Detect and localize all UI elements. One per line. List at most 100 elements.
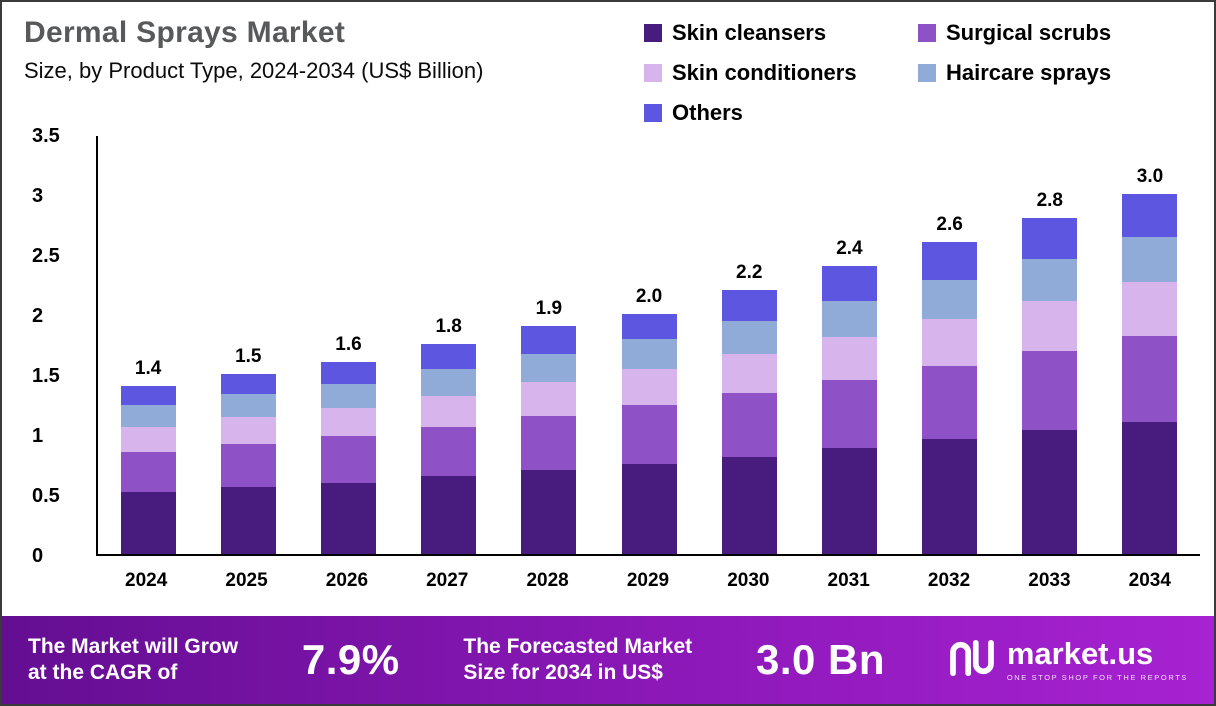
bar-segment-haircare-sprays (120, 405, 176, 427)
bar-segment-haircare-sprays (621, 339, 677, 370)
legend-swatch-icon (918, 64, 936, 82)
bar-group-2024: 1.4 (98, 136, 198, 554)
bar-segment-haircare-sprays (922, 280, 978, 319)
legend-item-others: Others (644, 100, 918, 126)
bar-segment-surgical-scrubs (120, 452, 176, 492)
bar-segment-others (120, 386, 176, 406)
bar-segment-surgical-scrubs (1122, 335, 1178, 422)
x-axis: 2024 2025 2026 2027 2028 2029 2030 2031 2032 2033… (96, 556, 1200, 592)
page-subtitle: Size, by Product Type, 2024-2034 (US$ Bi… (24, 58, 484, 83)
bar-segment-haircare-sprays (1122, 237, 1178, 282)
bar-segment-surgical-scrubs (1022, 351, 1078, 431)
bar-stack (721, 290, 777, 554)
legend-label: Haircare sprays (946, 60, 1112, 85)
bar-stack (220, 374, 276, 554)
bar-segment-skin-cleansers (721, 456, 777, 554)
footer-banner: The Market will Grow at the CAGR of 7.9%… (2, 616, 1214, 704)
bar-segment-skin-conditioners (421, 395, 477, 427)
bar-stack (320, 362, 376, 554)
bar-segment-skin-conditioners (1122, 281, 1178, 336)
bar-segment-surgical-scrubs (821, 380, 877, 449)
bar-segment-skin-conditioners (220, 417, 276, 444)
y-axis: 0 0.5 1 1.5 2 2.5 3 3.5 (32, 125, 88, 567)
bar-segment-surgical-scrubs (421, 426, 477, 476)
x-axis-label: 2031 (827, 570, 870, 591)
x-axis-label: 2034 (1128, 570, 1171, 591)
y-axis-label: 3.5 (32, 125, 60, 147)
bar-segment-skin-conditioners (1022, 300, 1078, 352)
bar-segment-surgical-scrubs (922, 365, 978, 439)
legend-item-skin-conditioners: Skin conditioners (644, 60, 918, 86)
bar-group-2031: 2.4 (799, 136, 899, 554)
y-axis-label: 1 (32, 425, 44, 447)
cagr-label: The Market will Grow at the CAGR of (28, 634, 239, 684)
bar-group-2028: 1.9 (499, 136, 599, 554)
page-title: Dermal Sprays Market (24, 16, 346, 49)
x-axis-label: 2030 (727, 570, 770, 591)
bar-segment-haircare-sprays (821, 300, 877, 337)
bar-segment-others (721, 290, 777, 322)
bar-group-2029: 2.0 (599, 136, 699, 554)
legend-item-haircare-sprays: Haircare sprays (918, 60, 1192, 86)
bar-value-label: 1.4 (134, 358, 162, 380)
bar-segment-skin-cleansers (1022, 430, 1078, 554)
legend-item-surgical-scrubs: Surgical scrubs (918, 20, 1192, 46)
legend-swatch-icon (644, 64, 662, 82)
bar-segment-skin-conditioners (621, 369, 677, 406)
bar-group-2030: 2.2 (699, 136, 799, 554)
bar-segment-others (1122, 194, 1178, 238)
bar-stack (421, 344, 477, 554)
legend-label: Skin cleansers (672, 20, 827, 45)
y-axis-label: 0.5 (32, 485, 60, 507)
bar-stack (922, 242, 978, 554)
bar-stack (1022, 218, 1078, 554)
bar-group-2026: 1.6 (298, 136, 398, 554)
legend-swatch-icon (644, 24, 662, 42)
legend-label: Others (672, 100, 743, 125)
x-axis-label: 2024 (125, 570, 168, 591)
bar-segment-surgical-scrubs (521, 416, 577, 470)
bar-segment-others (220, 374, 276, 395)
bar-segment-skin-cleansers (120, 491, 176, 554)
bar-segment-others (821, 266, 877, 301)
x-axis-label: 2028 (526, 570, 569, 591)
x-axis-label: 2026 (325, 570, 369, 591)
bar-segment-skin-conditioners (521, 382, 577, 416)
brand-text: market.us One Stop Shop for the Reports (1007, 638, 1188, 682)
bar-segment-skin-cleansers (220, 486, 276, 554)
bar-segment-others (621, 314, 677, 340)
bar-segment-skin-cleansers (1122, 422, 1178, 554)
x-axis-label: 2032 (927, 570, 971, 591)
legend-swatch-icon (918, 24, 936, 42)
bar-segment-haircare-sprays (721, 321, 777, 354)
bar-segment-others (320, 362, 376, 384)
bar-segment-skin-cleansers (320, 483, 376, 554)
bar-value-label: 2.0 (635, 286, 663, 308)
bar-segment-haircare-sprays (320, 383, 376, 408)
bar-segment-skin-cleansers (922, 438, 978, 554)
bar-segment-surgical-scrubs (220, 443, 276, 487)
bar-segment-others (1022, 218, 1078, 259)
bar-segment-haircare-sprays (521, 353, 577, 383)
bar-value-label: 2.8 (1036, 190, 1063, 212)
bar-stack (1122, 194, 1178, 554)
y-axis-label: 2.5 (32, 245, 60, 267)
x-axis-label: 2033 (1028, 570, 1071, 591)
bar-value-label: 2.2 (736, 262, 763, 284)
x-axis-label: 2029 (626, 570, 670, 591)
bar-stack (521, 326, 577, 554)
bar-value-label: 1.9 (535, 298, 563, 320)
bar-group-2032: 2.6 (900, 136, 1000, 554)
legend: Skin cleansers Surgical scrubs Skin condit… (644, 16, 1192, 126)
legend-label: Skin conditioners (672, 60, 857, 85)
bar-segment-others (521, 326, 577, 354)
bar-value-label: 1.8 (435, 316, 462, 338)
bar-stack (621, 314, 677, 554)
bar-segment-skin-cleansers (621, 464, 677, 554)
bar-segment-haircare-sprays (421, 369, 477, 396)
brand-tagline: One Stop Shop for the Reports (1006, 673, 1188, 682)
cagr-value: 7.9% (301, 636, 400, 683)
bar-segment-skin-conditioners (120, 426, 176, 453)
bar-segment-others (421, 344, 477, 370)
